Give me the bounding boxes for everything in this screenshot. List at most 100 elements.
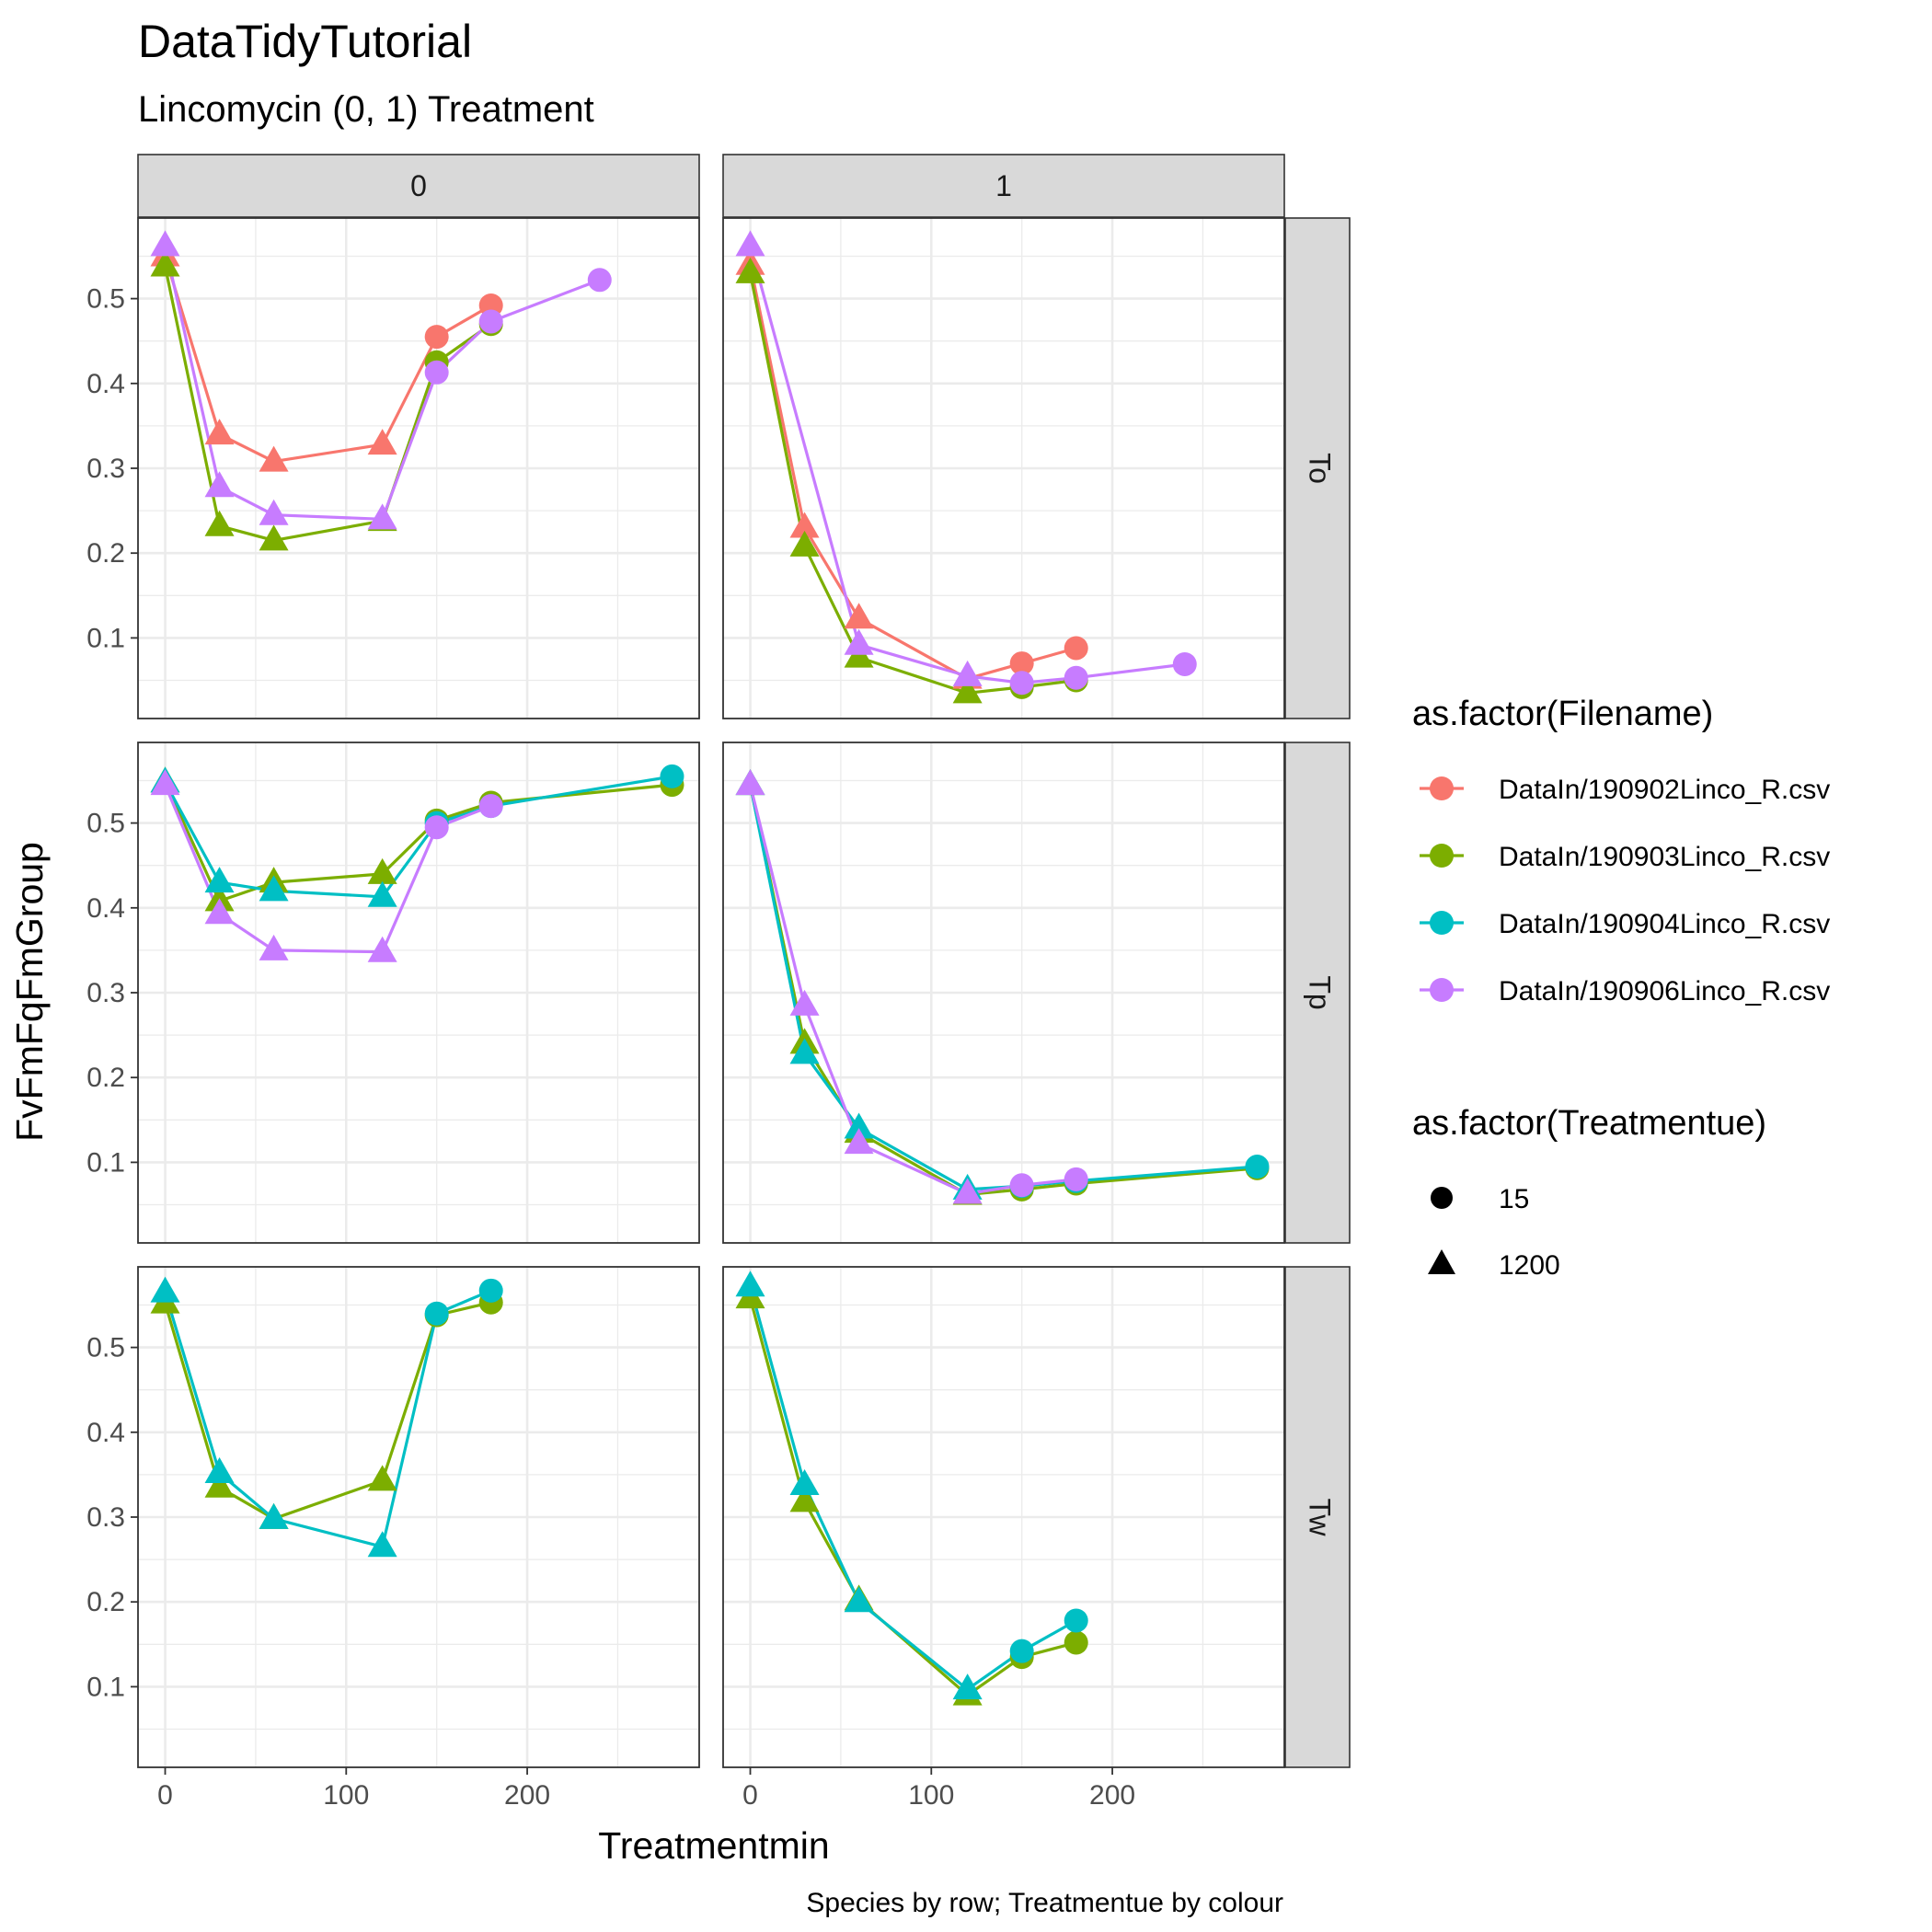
panel-grid [723, 218, 1284, 719]
data-point-circle [1064, 1608, 1088, 1633]
data-point-circle [1064, 665, 1088, 690]
chart-title: DataTidyTutorial [138, 16, 472, 67]
shape-legend-title: as.factor(Treatmentue) [1412, 1104, 1766, 1143]
data-point-triangle [259, 445, 289, 472]
colour-legend-label: DataIn/190906Linco_R.csv [1499, 976, 1830, 1006]
y-axis-title: FvFmFqFmGroup [8, 842, 51, 1142]
data-point-circle [424, 360, 449, 385]
data-point-triangle [150, 250, 180, 277]
y-tick-label: 0.2 [86, 1063, 125, 1093]
facet-panels: 0 1ToTpTw0.10.20.30.40.50.10.20.30.40.50.… [86, 154, 1351, 1811]
panel-data [735, 1271, 1088, 1706]
data-point-triangle [735, 769, 765, 796]
x-tick-label: 200 [1089, 1780, 1135, 1811]
colour-legend-label: DataIn/190903Linco_R.csv [1499, 842, 1830, 872]
data-point-triangle [367, 1531, 397, 1558]
data-point-triangle [259, 934, 289, 960]
y-tick-label: 0.3 [86, 978, 125, 1008]
colour-legend-title: as.factor(Filename) [1412, 695, 1713, 733]
y-tick-label: 0.1 [86, 1672, 125, 1702]
colour-legend-label: DataIn/190902Linco_R.csv [1499, 775, 1830, 805]
panel-grid [138, 1267, 699, 1767]
data-point-circle [1009, 1173, 1034, 1198]
data-point-triangle [204, 898, 235, 925]
data-point-circle [478, 794, 503, 819]
shape-legend-key-circle [1431, 1187, 1453, 1209]
panel-To-0: 0.1 0.2 0.3 0.4 0.5 [86, 217, 700, 719]
data-point-triangle [367, 429, 397, 455]
data-point-triangle [367, 503, 397, 530]
x-tick-label: 100 [323, 1780, 369, 1811]
data-point-circle [424, 325, 449, 350]
data-point-triangle [259, 524, 289, 551]
data-point-circle [478, 309, 503, 334]
data-point-triangle [204, 867, 235, 893]
data-point-triangle [844, 628, 874, 655]
data-point-triangle [367, 857, 397, 884]
data-point-triangle [952, 660, 983, 686]
panel-data [150, 764, 684, 962]
chart-subtitle: Lincomycin (0, 1) Treatment [138, 89, 594, 130]
panel-data [150, 1276, 503, 1558]
series-line-f4 [748, 245, 1185, 684]
panel-Tw-1: 0 100 200 [722, 1266, 1285, 1811]
shape-legend-label: 1200 [1499, 1250, 1560, 1281]
data-point-triangle [735, 230, 765, 257]
data-point-triangle [952, 677, 983, 704]
y-tick-label: 0.4 [86, 369, 125, 399]
data-point-circle [1064, 1630, 1088, 1655]
data-point-triangle [204, 471, 235, 498]
data-point-triangle [789, 512, 820, 538]
panel-grid [723, 1267, 1284, 1767]
y-tick-label: 0.5 [86, 284, 125, 315]
panel-border [722, 217, 1285, 719]
y-tick-label: 0.1 [86, 623, 125, 653]
colour-legend-label: DataIn/190904Linco_R.csv [1499, 909, 1830, 939]
y-tick-label: 0.4 [86, 893, 125, 924]
data-point-circle [1245, 1155, 1270, 1179]
row-strip-Tp [1284, 742, 1351, 1244]
y-tick-label: 0.5 [86, 809, 125, 839]
colour-legend-key-point [1430, 978, 1454, 1002]
data-point-triangle [844, 603, 874, 629]
row-strip-label: Tw [1304, 1499, 1337, 1537]
data-point-triangle [844, 1112, 874, 1139]
x-tick-label: 100 [908, 1780, 954, 1811]
data-point-triangle [204, 510, 235, 536]
data-point-triangle [789, 530, 820, 557]
panel-Tp-0: 0.1 0.2 0.3 0.4 0.5 [86, 742, 700, 1244]
panel-border [722, 1266, 1285, 1768]
data-point-triangle [952, 1178, 983, 1204]
x-tick-label: 0 [742, 1780, 758, 1811]
y-tick-label: 0.3 [86, 1502, 125, 1533]
panel-Tp-1 [722, 742, 1285, 1244]
x-axis-title: Treatmentmin [598, 1824, 829, 1867]
data-point-circle [1172, 651, 1197, 676]
colour-legend-key-point [1430, 776, 1454, 800]
row-strip-label: To [1304, 453, 1337, 484]
data-point-triangle [735, 1271, 765, 1297]
data-point-triangle [789, 1038, 820, 1064]
panel-border [722, 742, 1285, 1244]
data-point-triangle [952, 1673, 983, 1700]
data-point-circle [587, 268, 612, 293]
x-tick-label: 0 [157, 1780, 173, 1811]
data-point-triangle [204, 1457, 235, 1484]
shape-legend-key-triangle [1428, 1249, 1455, 1274]
data-point-triangle [789, 1486, 820, 1512]
data-point-triangle [259, 499, 289, 525]
data-point-circle [424, 815, 449, 840]
data-point-circle [1064, 636, 1088, 661]
data-point-triangle [789, 1468, 820, 1495]
panel-data [150, 230, 612, 551]
row-strip-To [1284, 217, 1351, 719]
data-point-triangle [150, 1276, 180, 1303]
data-point-triangle [844, 1128, 874, 1155]
row-strip-label: Tp [1304, 975, 1337, 1009]
y-tick-label: 0.5 [86, 1333, 125, 1363]
column-strip-0 [137, 154, 700, 218]
data-point-triangle [367, 1465, 397, 1491]
data-point-circle [1009, 671, 1034, 696]
panel-To-1 [722, 217, 1285, 719]
panel-grid [138, 218, 699, 719]
